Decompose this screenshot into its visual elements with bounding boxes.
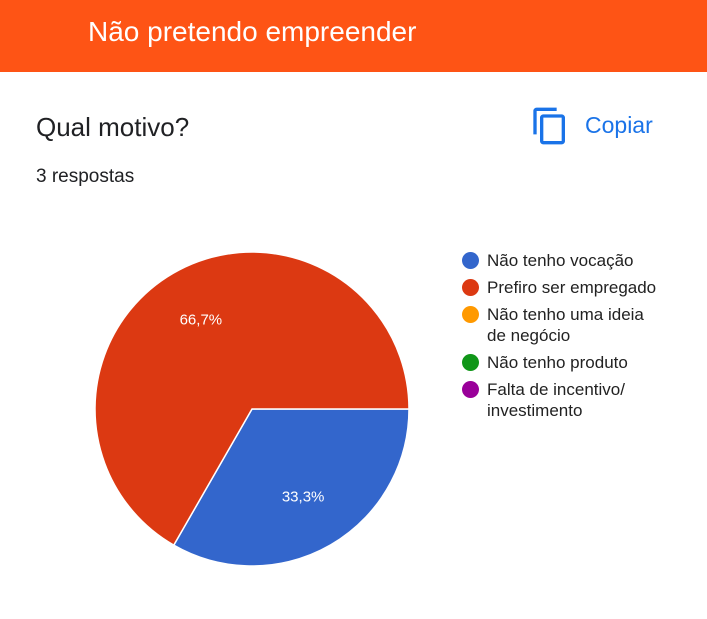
legend-label: Falta de incentivo/ investimento (487, 380, 625, 420)
legend-label: Prefiro ser empregado (487, 278, 657, 297)
legend-item: Não tenho uma ideia de negócio (462, 304, 656, 346)
legend-item: Não tenho produto (462, 352, 656, 373)
copy-button[interactable]: Copiar (585, 112, 653, 138)
legend-swatch (462, 354, 479, 371)
legend-swatch (462, 306, 479, 323)
slice-label: 66,7% (180, 312, 223, 329)
legend-item: Não tenho vocação (462, 250, 656, 271)
legend-swatch (462, 252, 479, 269)
pie-slice (94, 251, 410, 547)
legend-label: Não tenho produto (487, 353, 628, 372)
response-count: 3 respostas (36, 166, 135, 187)
legend-item: Falta de incentivo/ investimento (462, 379, 656, 421)
slice-label: 33,3% (282, 488, 325, 505)
legend-label: Não tenho uma ideia de negócio (487, 305, 644, 345)
header-title: Não pretendo empreender (88, 16, 417, 47)
legend-item: Prefiro ser empregado (462, 277, 656, 298)
header-bar: Não pretendo empreender (0, 0, 707, 72)
pie-slice (172, 408, 410, 567)
copy-icon[interactable] (530, 106, 570, 146)
legend-swatch (462, 279, 479, 296)
legend: Não tenho vocação Prefiro ser empregado Nã… (462, 250, 656, 427)
legend-swatch (462, 381, 479, 398)
question-title: Qual motivo? (36, 112, 190, 142)
legend-label: Não tenho vocação (487, 251, 634, 270)
